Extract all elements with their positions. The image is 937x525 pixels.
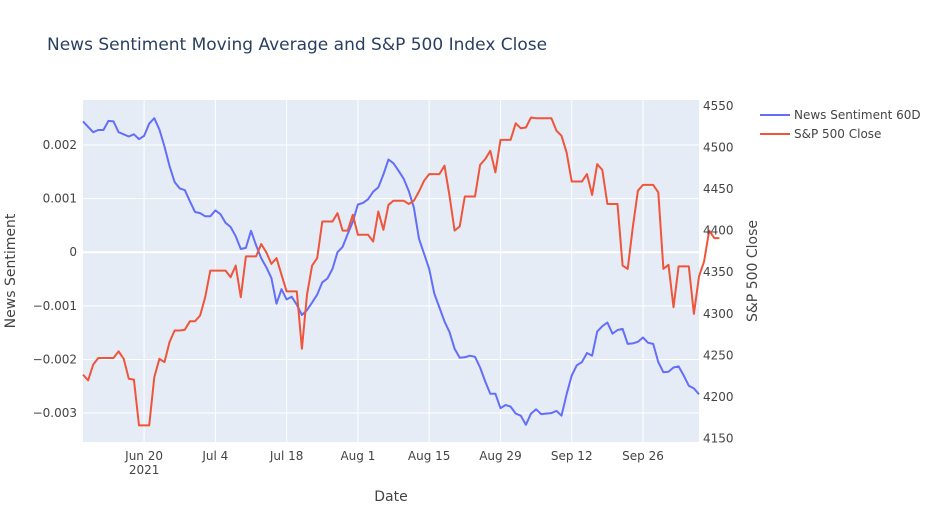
x-tick-label-jun-20: Jun 20: [124, 449, 163, 463]
y2-tick-label-4500: 4500: [703, 140, 734, 154]
legend-item-news-sentiment[interactable]: News Sentiment 60D: [760, 108, 921, 122]
legend[interactable]: News Sentiment 60D S&P 500 Close: [760, 108, 921, 141]
y-axis-ticks: 0.002 0.001 0 −0.001 −0.002 −0.003: [33, 138, 77, 420]
y-tick-label-0: 0: [69, 245, 77, 259]
y2-axis-title: S&P 500 Close: [745, 220, 761, 322]
y2-tick-label-4450: 4450: [703, 182, 734, 196]
series-line-s-p-500-close: [82, 116, 720, 427]
x-tick-label-aug-29: Aug 29: [479, 449, 522, 463]
y2-tick-label-4150: 4150: [703, 432, 734, 446]
x-tick-label-jul-18: Jul 18: [269, 449, 304, 463]
x-tick-year-label: 2021: [129, 463, 160, 477]
x-tick-label-jul-4: Jul 4: [201, 449, 228, 463]
x-tick-label-aug-1: Aug 1: [340, 449, 375, 463]
grid-layer: [83, 100, 699, 442]
y2-tick-label-4200: 4200: [703, 390, 734, 404]
y-tick-label-0-003: −0.003: [33, 406, 77, 420]
legend-label-news-sentiment: News Sentiment 60D: [794, 108, 921, 122]
y2-tick-label-4550: 4550: [703, 99, 734, 113]
y-tick-label-0-001: 0.001: [43, 192, 77, 206]
y-tick-label-0-002: −0.002: [33, 352, 77, 366]
series-line-news-sentiment-60d: [82, 117, 700, 426]
x-axis-title: Date: [374, 489, 407, 505]
y2-axis-ticks: 4150 4200 4250 4300 4350 4400 4450 4500 4550: [703, 99, 734, 446]
y2-tick-label-4250: 4250: [703, 348, 734, 362]
x-tick-label-aug-15: Aug 15: [408, 449, 451, 463]
chart-title: News Sentiment Moving Average and S&P 50…: [47, 35, 547, 55]
y2-tick-label-4400: 4400: [703, 224, 734, 238]
line-layer: [82, 116, 720, 427]
legend-item-sp500[interactable]: S&P 500 Close: [760, 127, 881, 141]
x-tick-label-sep-26: Sep 26: [622, 449, 664, 463]
y2-tick-label-4350: 4350: [703, 265, 734, 279]
y-tick-label-0-002: 0.002: [43, 138, 77, 152]
legend-label-sp500: S&P 500 Close: [794, 127, 881, 141]
x-tick-label-sep-12: Sep 12: [551, 449, 593, 463]
y2-tick-label-4300: 4300: [703, 307, 734, 321]
y-tick-label-0-001: −0.001: [33, 299, 77, 313]
y-axis-title: News Sentiment: [3, 213, 19, 328]
plot-area: [83, 100, 699, 442]
